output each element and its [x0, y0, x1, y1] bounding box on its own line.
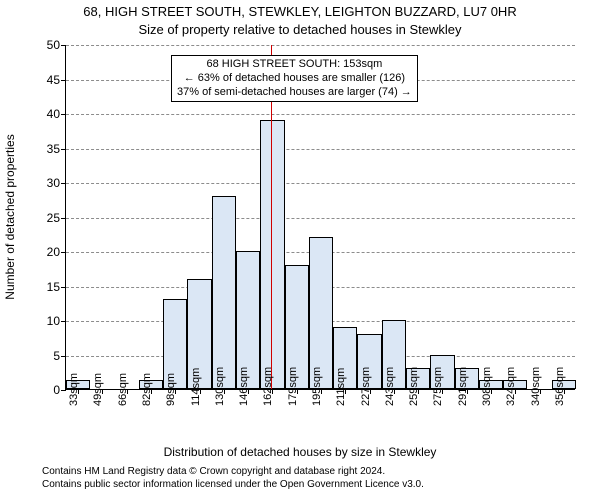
y-tick-label: 35	[30, 142, 60, 156]
gridline	[66, 149, 575, 150]
y-tick-mark	[61, 80, 66, 81]
gridline	[66, 218, 575, 219]
y-tick-label: 40	[30, 107, 60, 121]
annotation-line: 68 HIGH STREET SOUTH: 153sqm	[177, 58, 412, 72]
attribution-text: Contains HM Land Registry data © Crown c…	[42, 465, 424, 491]
histogram-bar	[260, 120, 284, 389]
chart-plot-area: 68 HIGH STREET SOUTH: 153sqm← 63% of det…	[65, 45, 575, 390]
annotation-box: 68 HIGH STREET SOUTH: 153sqm← 63% of det…	[171, 55, 418, 102]
y-tick-label: 0	[30, 383, 60, 397]
y-tick-label: 45	[30, 73, 60, 87]
attribution-line1: Contains HM Land Registry data © Crown c…	[42, 465, 424, 478]
y-tick-mark	[61, 287, 66, 288]
y-tick-mark	[61, 321, 66, 322]
y-tick-label: 15	[30, 280, 60, 294]
y-tick-label: 10	[30, 314, 60, 328]
y-tick-mark	[61, 252, 66, 253]
gridline	[66, 114, 575, 115]
y-tick-mark	[61, 356, 66, 357]
histogram-bar	[212, 196, 236, 389]
y-tick-mark	[61, 45, 66, 46]
annotation-line: ← 63% of detached houses are smaller (12…	[177, 72, 412, 86]
x-axis-label: Distribution of detached houses by size …	[0, 445, 600, 459]
attribution-line2: Contains public sector information licen…	[42, 478, 424, 491]
y-tick-label: 20	[30, 245, 60, 259]
y-tick-mark	[61, 218, 66, 219]
y-tick-mark	[61, 114, 66, 115]
y-tick-label: 25	[30, 211, 60, 225]
y-tick-mark	[61, 149, 66, 150]
y-tick-label: 30	[30, 176, 60, 190]
y-tick-label: 50	[30, 38, 60, 52]
y-tick-label: 5	[30, 349, 60, 363]
gridline	[66, 45, 575, 46]
chart-title-sub: Size of property relative to detached ho…	[0, 22, 600, 37]
y-tick-mark	[61, 390, 66, 391]
annotation-line: 37% of semi-detached houses are larger (…	[177, 86, 412, 100]
y-tick-mark	[61, 183, 66, 184]
chart-title-main: 68, HIGH STREET SOUTH, STEWKLEY, LEIGHTO…	[0, 4, 600, 19]
gridline	[66, 183, 575, 184]
y-axis-label: Number of detached properties	[3, 134, 17, 299]
